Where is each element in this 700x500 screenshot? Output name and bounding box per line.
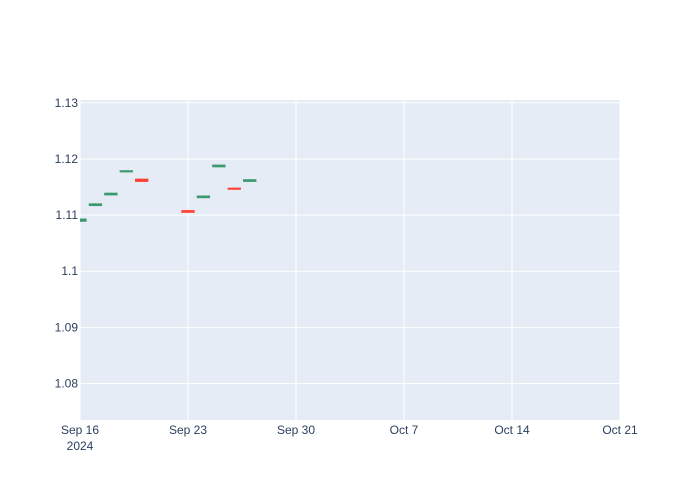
candle-body	[212, 164, 226, 168]
candle-body	[181, 210, 195, 213]
x-tick-year-label: 2024	[67, 439, 94, 453]
x-tick-label: Oct 14	[494, 423, 530, 437]
x-axis-labels: Sep 16 2024 Sep 23 Sep 30 Oct 7 Oct 14 Oct 21	[61, 423, 638, 453]
y-tick-label: 1.08	[55, 377, 79, 391]
candle-increasing	[196, 195, 211, 199]
y-gridlines	[80, 102, 620, 385]
y-tick-label: 1.09	[55, 320, 79, 334]
y-tick-label: 1.1	[61, 264, 78, 278]
x-tick-label: Oct 7	[390, 423, 419, 437]
x-tick-label: Sep 30	[277, 423, 315, 437]
y-tick-label: 1.13	[55, 96, 79, 110]
candle-body	[227, 187, 241, 190]
candle-decreasing	[135, 178, 149, 182]
candle-body	[119, 170, 133, 173]
plot-background	[80, 100, 620, 420]
candle-increasing	[104, 192, 118, 196]
candle-increasing	[243, 179, 257, 182]
x-gridlines	[79, 100, 621, 420]
candle-increasing	[80, 218, 87, 222]
candles-layer	[80, 164, 257, 222]
x-tick-label: Oct 21	[602, 423, 638, 437]
candle-body	[80, 218, 87, 222]
y-tick-label: 1.11	[56, 208, 79, 222]
candle-body	[243, 179, 257, 182]
candle-body	[88, 203, 103, 207]
candle-body	[196, 195, 211, 199]
candle-body	[104, 192, 118, 196]
candle-body	[135, 178, 149, 182]
candle-increasing	[119, 170, 133, 173]
candle-increasing	[88, 203, 103, 207]
x-tick-label: Sep 16	[61, 423, 99, 437]
y-tick-label: 1.12	[55, 152, 79, 166]
y-axis-labels: 1.08 1.09 1.1 1.11 1.12 1.13	[55, 96, 79, 391]
candle-decreasing	[181, 210, 195, 213]
candle-decreasing	[227, 187, 241, 190]
x-tick-label: Sep 23	[169, 423, 207, 437]
candle-increasing	[212, 164, 226, 168]
